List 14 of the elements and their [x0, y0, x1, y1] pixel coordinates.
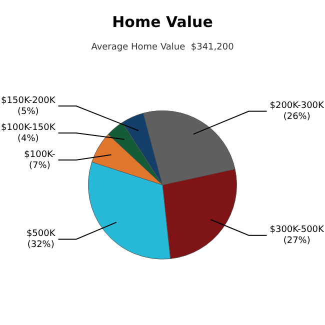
slice-label: $150K-200K: [1, 96, 56, 106]
slice-label: $300K-500K: [270, 225, 325, 236]
chart-title: Home Value: [112, 12, 213, 31]
slice-label: $100K-: [24, 150, 56, 160]
data-label: (27%): [283, 236, 310, 246]
slice-label: $200K-300K: [270, 101, 325, 112]
data-label: (26%): [283, 112, 310, 122]
chart-subtitle: Average Home Value $341,200: [91, 42, 234, 53]
data-label: (5%): [18, 106, 39, 117]
data-label: (32%): [27, 240, 54, 250]
slice-label: $100K-150K: [1, 122, 56, 133]
slice-label: $500K: [26, 229, 56, 240]
data-label: (4%): [18, 134, 39, 144]
data-label: (7%): [29, 160, 50, 171]
